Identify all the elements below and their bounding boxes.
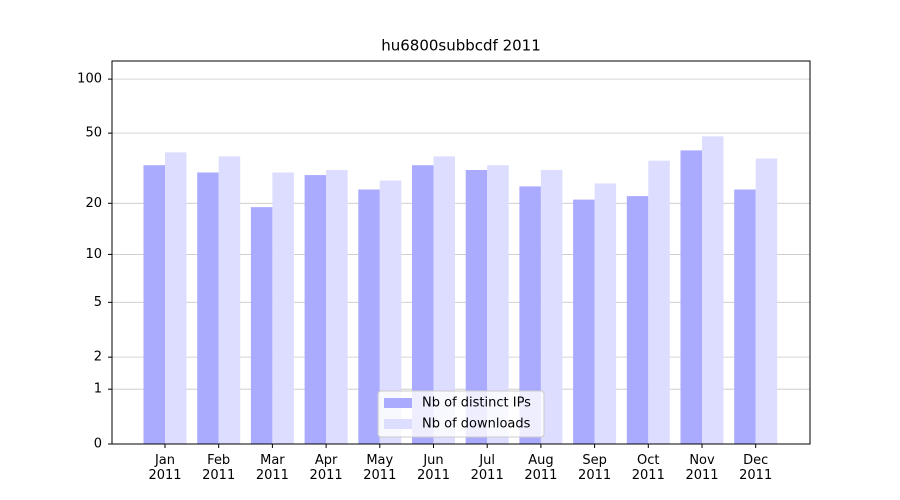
- y-tick-label: 2: [94, 350, 102, 365]
- x-tick-label: Aug 2011: [524, 453, 558, 483]
- bar: [648, 160, 670, 444]
- x-tick-label: Mar 2011: [255, 453, 289, 483]
- bar: [272, 172, 294, 445]
- bar: [487, 165, 509, 444]
- bar: [465, 169, 488, 444]
- bar: [143, 165, 165, 444]
- bar: [680, 150, 702, 445]
- legend-swatch: [384, 398, 412, 408]
- bar: [379, 180, 402, 444]
- bar: [412, 165, 434, 444]
- bar: [626, 196, 649, 444]
- bar: [594, 183, 617, 444]
- bar: [250, 207, 273, 444]
- y-tick-label: 100: [77, 72, 102, 87]
- legend-label: Nb of distinct IPs: [422, 396, 531, 411]
- x-tick-label: Jul 2011: [470, 453, 504, 483]
- y-tick-label: 1: [94, 382, 102, 397]
- x-tick-label: Jun 2011: [416, 453, 451, 483]
- bar: [755, 158, 778, 444]
- x-tick-label: Sep 2011: [578, 453, 612, 483]
- bar: [304, 175, 327, 444]
- legend-box: [377, 390, 545, 438]
- bar: [519, 186, 541, 444]
- y-tick-label: 20: [85, 196, 102, 211]
- x-tick-label: Nov 2011: [685, 453, 719, 483]
- bar: [326, 169, 348, 444]
- bar: [358, 189, 380, 444]
- x-tick-label: May 2011: [363, 453, 397, 483]
- y-tick-label: 50: [85, 126, 102, 141]
- bar: [165, 152, 187, 444]
- legend-label: Nb of downloads: [422, 417, 531, 432]
- x-tick-label: Jan 2011: [148, 453, 182, 483]
- bar: [197, 172, 219, 445]
- y-tick-label: 10: [85, 247, 102, 262]
- x-tick-label: Feb 2011: [202, 453, 236, 483]
- legend-swatch: [384, 419, 412, 429]
- bar: [734, 189, 756, 444]
- y-tick-label: 5: [94, 295, 102, 310]
- bar: [573, 199, 595, 444]
- bar: [540, 169, 563, 444]
- x-tick-label: Oct 2011: [631, 453, 665, 483]
- plot-frame: [111, 60, 811, 445]
- bar: [433, 156, 455, 444]
- x-tick-label: Dec 2011: [739, 453, 773, 483]
- y-tick-label: 0: [94, 437, 102, 452]
- x-tick-label: Apr 2011: [309, 453, 343, 483]
- bar: [702, 136, 724, 444]
- chart-title: hu6800subbcdf 2011: [381, 37, 541, 55]
- bar: [218, 156, 241, 444]
